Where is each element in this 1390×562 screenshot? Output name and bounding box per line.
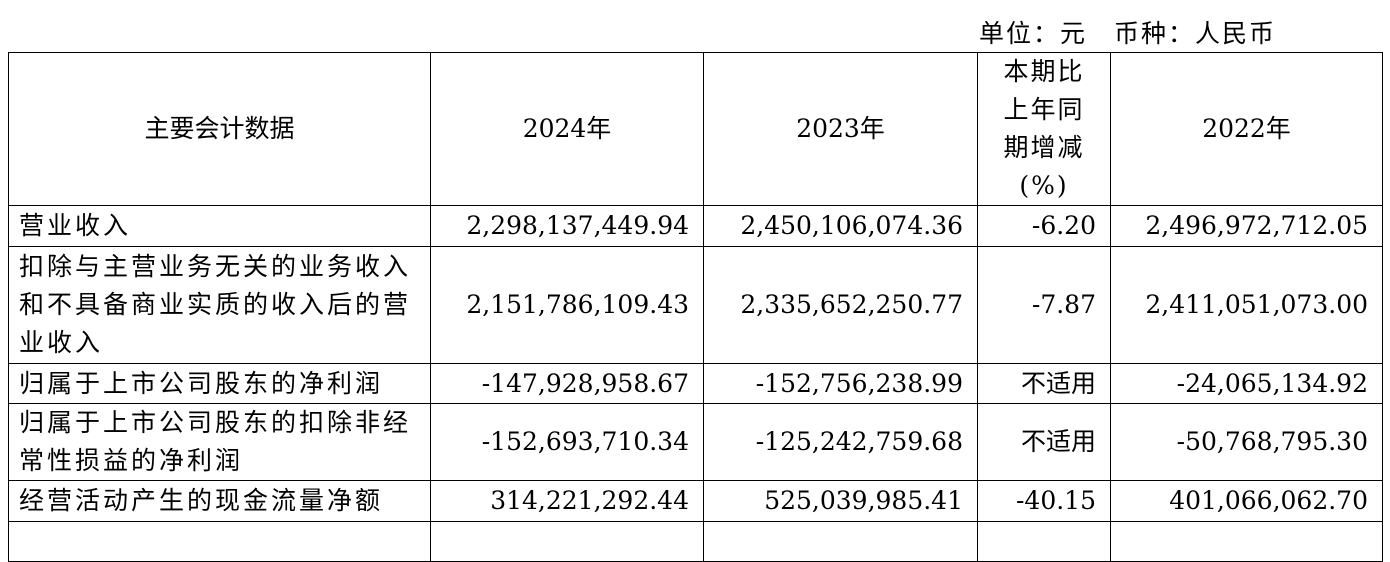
header-cell: 2023年 [703,52,978,206]
cell: -152,693,710.34 [430,403,704,481]
cell: 2,335,652,250.77 [703,246,978,364]
cell: -50,768,795.30 [1110,403,1383,481]
header-cell: 本期比上年同期增减(%) [977,52,1111,206]
table-row: 归属于上市公司股东的净利润 -147,928,958.67 -152,756,238… [8,363,1383,404]
cell: 2,496,972,712.05 [1110,205,1383,247]
cell: -40.15 [977,480,1111,522]
table-row: 经营活动产生的现金流量净额 314,221,292.44 525,039,985.4… [8,480,1383,522]
cell: -6.20 [977,205,1111,247]
cell: 401,066,062.70 [1110,480,1383,522]
row-label: 营业收入 [8,205,431,247]
cell [977,521,1111,562]
cell: 525,039,985.41 [703,480,978,522]
table-row: 归属于上市公司股东的扣除非经常性损益的净利润 -152,693,710.34 -12… [8,403,1383,481]
cell: 2,151,786,109.43 [430,246,704,364]
cell: 2,450,106,074.36 [703,205,978,247]
table-row [8,521,1383,562]
header-cell: 2022年 [1110,52,1383,206]
data-table: 主要会计数据 2024年 2023年 本期比上年同期增减(%) 2022年 营业收入 2,… [8,52,1383,562]
header-row: 主要会计数据 2024年 2023年 本期比上年同期增减(%) 2022年 [8,52,1383,206]
cell: 2,298,137,449.94 [430,205,704,247]
cell: -125,242,759.68 [703,403,978,481]
cell: -147,928,958.67 [430,363,704,404]
cell: -24,065,134.92 [1110,363,1383,404]
header-cell: 主要会计数据 [8,52,431,206]
cell: -152,756,238.99 [703,363,978,404]
row-label: 经营活动产生的现金流量净额 [8,480,431,522]
header-text: 本期比上年同期增减(%) [1003,57,1085,200]
row-label: 扣除与主营业务无关的业务收入和不具备商业实质的收入后的营业收入 [8,246,431,364]
cell: 不适用 [977,363,1111,404]
unit-note: 单位：元 币种：人民币 [978,19,1276,48]
page: {"unit_note": "单位：元 币种：人民币", "table": { … [8,19,1383,562]
cell [430,521,704,562]
table-row: 扣除与主营业务无关的业务收入和不具备商业实质的收入后的营业收入 2,151,786… [8,246,1383,364]
cell [8,521,431,562]
row-label: 归属于上市公司股东的扣除非经常性损益的净利润 [8,403,431,481]
cell: 不适用 [977,403,1111,481]
cell: 2,411,051,073.00 [1110,246,1383,364]
cell [1110,521,1383,562]
cell: -7.87 [977,246,1111,364]
header-cell: 2024年 [430,52,704,206]
cell [703,521,978,562]
table-row: 营业收入 2,298,137,449.94 2,450,106,074.36 -6.2… [8,205,1383,247]
cell: 314,221,292.44 [430,480,704,522]
row-label: 归属于上市公司股东的净利润 [8,363,431,404]
